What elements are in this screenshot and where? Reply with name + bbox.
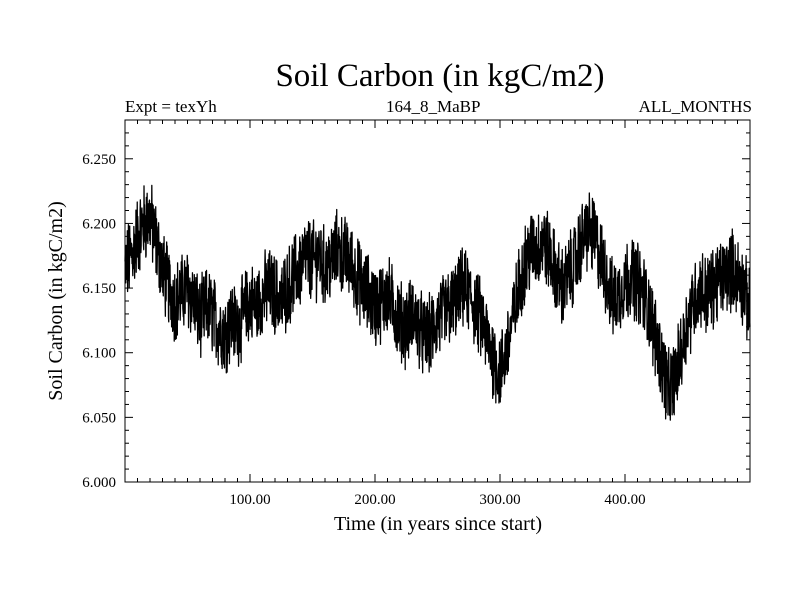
y-tick-label: 6.150 [82, 281, 116, 297]
series-layer [124, 184, 751, 421]
x-axis-label: Time (in years since start) [334, 513, 542, 535]
y-tick-label: 6.000 [82, 475, 116, 491]
y-tick-label: 6.200 [82, 216, 116, 232]
x-tick-label: 300.00 [479, 492, 520, 508]
y-axis-label: Soil Carbon (in kgC/m2) [45, 201, 67, 400]
subtitle-period: 164_8_MaBP [386, 97, 481, 116]
series-line [124, 184, 751, 421]
ticks-layer: 100.00 200.00 300.00 400.00 6.000 6.050 6.100 6… [82, 120, 750, 508]
chart-title: Soil Carbon (in kgC/m2) [275, 58, 605, 94]
plot-frame [124, 119, 751, 483]
y-tick-label: 6.100 [82, 346, 116, 362]
x-tick-label: 400.00 [604, 492, 645, 508]
x-tick-label: 100.00 [229, 492, 270, 508]
y-tick-label: 6.050 [82, 410, 116, 426]
y-tick-label: 6.250 [82, 152, 116, 168]
x-tick-label: 200.00 [354, 492, 395, 508]
subtitle-months: ALL_MONTHS [638, 97, 752, 116]
subtitle-expt: Expt = texYh [125, 97, 217, 116]
